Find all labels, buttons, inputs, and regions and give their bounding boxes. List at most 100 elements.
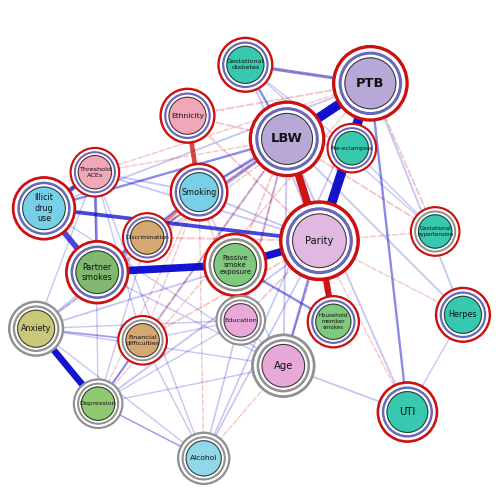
- Circle shape: [16, 308, 56, 349]
- Circle shape: [122, 320, 163, 360]
- Circle shape: [260, 342, 307, 389]
- Text: Smoking: Smoking: [182, 188, 216, 196]
- Text: Alcohol: Alcohol: [190, 456, 218, 462]
- Circle shape: [182, 437, 225, 480]
- Circle shape: [72, 150, 118, 194]
- Circle shape: [334, 130, 370, 166]
- Circle shape: [222, 302, 259, 339]
- Circle shape: [412, 209, 458, 254]
- Circle shape: [224, 304, 258, 337]
- Circle shape: [218, 38, 273, 92]
- Circle shape: [178, 432, 230, 484]
- Text: Discrimination: Discrimination: [126, 235, 169, 240]
- Circle shape: [254, 337, 312, 394]
- Circle shape: [12, 177, 76, 240]
- Circle shape: [280, 201, 359, 280]
- Circle shape: [444, 296, 482, 334]
- Circle shape: [314, 302, 352, 341]
- Circle shape: [417, 213, 454, 250]
- Circle shape: [15, 180, 72, 237]
- Circle shape: [225, 44, 266, 85]
- Circle shape: [220, 40, 270, 90]
- Circle shape: [214, 244, 256, 286]
- Text: Depression: Depression: [80, 401, 116, 406]
- Circle shape: [178, 170, 220, 214]
- Circle shape: [283, 204, 356, 277]
- Circle shape: [126, 324, 160, 357]
- Text: Ethnicity: Ethnicity: [171, 112, 204, 118]
- Text: Parity: Parity: [306, 236, 334, 246]
- Circle shape: [162, 90, 212, 140]
- Text: Passive
smoke
exposure: Passive smoke exposure: [219, 255, 251, 275]
- Circle shape: [387, 392, 428, 432]
- Circle shape: [160, 88, 215, 143]
- Circle shape: [327, 124, 376, 173]
- Circle shape: [76, 154, 113, 190]
- Circle shape: [262, 344, 304, 387]
- Circle shape: [385, 390, 430, 434]
- Circle shape: [332, 46, 408, 121]
- Text: UTI: UTI: [400, 407, 415, 417]
- Circle shape: [252, 334, 315, 398]
- Circle shape: [70, 148, 119, 197]
- Text: Illicit
drug
use: Illicit drug use: [34, 194, 54, 223]
- Circle shape: [227, 46, 264, 84]
- Circle shape: [76, 381, 120, 426]
- Circle shape: [286, 208, 352, 274]
- Circle shape: [127, 217, 168, 258]
- Text: Gestational
diabetes: Gestational diabetes: [226, 60, 264, 70]
- Circle shape: [167, 96, 208, 136]
- Circle shape: [82, 387, 115, 420]
- Circle shape: [209, 239, 261, 291]
- Text: Age: Age: [274, 360, 293, 370]
- Circle shape: [122, 213, 172, 262]
- Circle shape: [218, 298, 263, 343]
- Circle shape: [256, 108, 318, 170]
- Circle shape: [223, 42, 268, 88]
- Circle shape: [18, 182, 70, 234]
- Circle shape: [310, 298, 357, 346]
- Text: LBW: LBW: [271, 132, 303, 145]
- Text: Financial
difficulties: Financial difficulties: [126, 335, 160, 345]
- Circle shape: [124, 215, 170, 260]
- Circle shape: [66, 240, 128, 304]
- Circle shape: [380, 384, 435, 440]
- Circle shape: [442, 294, 484, 335]
- Circle shape: [308, 296, 360, 348]
- Circle shape: [80, 386, 116, 422]
- Circle shape: [410, 207, 460, 256]
- Circle shape: [438, 290, 488, 340]
- Circle shape: [330, 126, 374, 170]
- Circle shape: [120, 318, 165, 363]
- Circle shape: [258, 340, 310, 392]
- Circle shape: [180, 434, 228, 482]
- Circle shape: [316, 304, 351, 340]
- Text: Threshold
ACEs: Threshold ACEs: [79, 167, 111, 177]
- Circle shape: [74, 249, 120, 296]
- Circle shape: [312, 300, 355, 343]
- Circle shape: [220, 300, 261, 341]
- Circle shape: [176, 168, 223, 216]
- Text: Anxiety: Anxiety: [21, 324, 52, 333]
- Circle shape: [259, 111, 315, 167]
- Circle shape: [170, 164, 228, 221]
- Circle shape: [436, 288, 490, 342]
- Circle shape: [165, 93, 210, 138]
- Circle shape: [418, 215, 452, 248]
- Circle shape: [18, 310, 54, 347]
- Circle shape: [290, 211, 349, 270]
- Circle shape: [22, 187, 66, 230]
- Circle shape: [382, 387, 432, 437]
- Circle shape: [262, 114, 312, 164]
- Circle shape: [340, 52, 402, 114]
- Circle shape: [169, 97, 206, 134]
- Circle shape: [206, 236, 264, 294]
- Circle shape: [292, 214, 346, 268]
- Circle shape: [173, 166, 226, 218]
- Circle shape: [184, 439, 223, 478]
- Circle shape: [332, 128, 372, 168]
- Circle shape: [345, 58, 396, 109]
- Circle shape: [335, 132, 368, 165]
- Circle shape: [78, 156, 112, 189]
- Circle shape: [440, 292, 486, 338]
